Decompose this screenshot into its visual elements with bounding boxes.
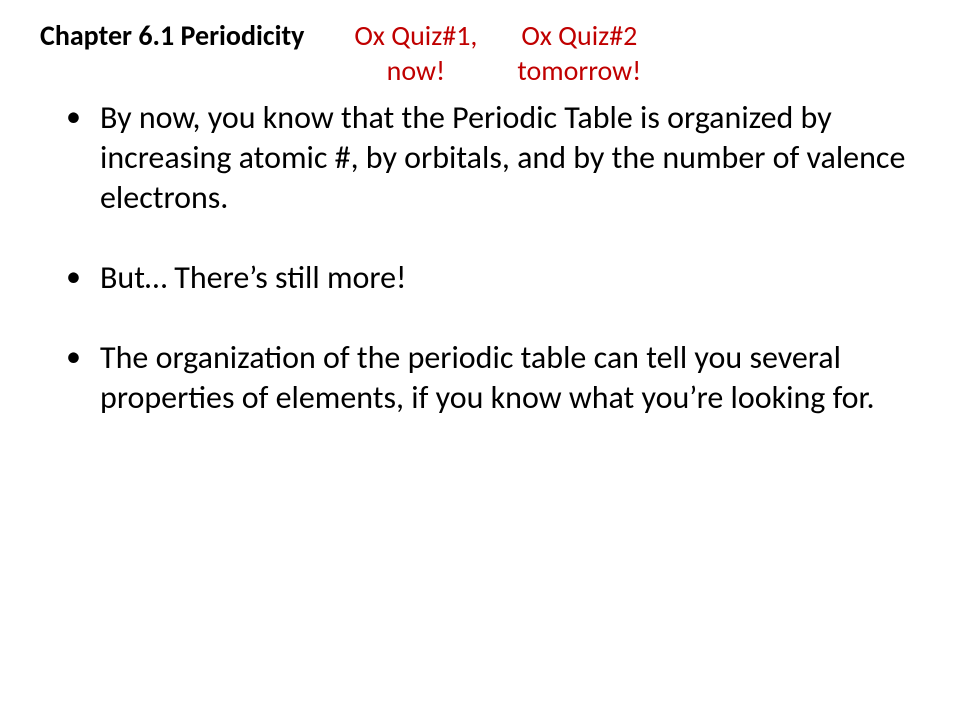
slide: Chapter 6.1 Periodicity Ox Quiz#1, now! …: [0, 0, 960, 720]
bullet-list: By now, you know that the Periodic Table…: [40, 98, 920, 418]
quiz-item-2: Ox Quiz#2 tomorrow!: [517, 18, 641, 88]
quiz1-label: Ox Quiz#1,: [354, 18, 477, 53]
title-row: Chapter 6.1 Periodicity Ox Quiz#1, now! …: [40, 18, 920, 88]
quiz2-when: tomorrow!: [517, 53, 641, 88]
quiz-block: Ox Quiz#1, now! Ox Quiz#2 tomorrow!: [354, 18, 641, 88]
list-item: The organization of the periodic table c…: [100, 338, 920, 418]
quiz1-when: now!: [354, 53, 477, 88]
list-item: By now, you know that the Periodic Table…: [100, 98, 920, 218]
quiz2-label: Ox Quiz#2: [517, 18, 641, 53]
bullet-text: By now, you know that the Periodic Table…: [100, 98, 905, 217]
list-item: But… There’s still more!: [100, 258, 920, 298]
chapter-title: Chapter 6.1 Periodicity: [40, 18, 304, 53]
bullet-text: But… There’s still more!: [100, 258, 406, 297]
quiz-item-1: Ox Quiz#1, now!: [354, 18, 477, 88]
bullet-text: The organization of the periodic table c…: [100, 338, 875, 417]
